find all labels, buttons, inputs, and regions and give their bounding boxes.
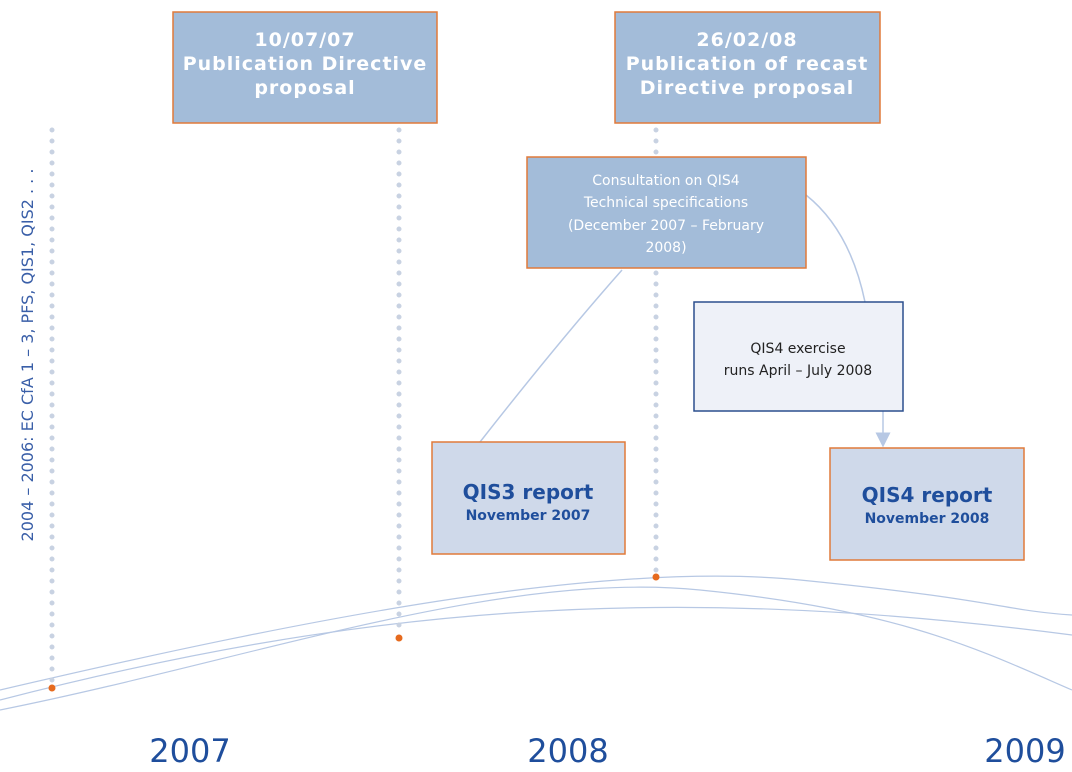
report-date: November 2008 (865, 511, 990, 527)
side-note: 2004 – 2006: EC CfA 1 – 3, PFS, QIS1, QI… (18, 169, 37, 542)
consultation-box (526, 156, 807, 269)
report-title: QIS4 report (862, 483, 993, 507)
milestone-text: proposal (254, 77, 355, 99)
milestone-date: 26/02/08 (696, 29, 797, 51)
report-box (431, 441, 626, 555)
exercise-text: QIS4 exercise (750, 341, 845, 357)
event-dots (48, 573, 660, 692)
consultation-text: Consultation on QIS4 (592, 173, 740, 189)
consultation-text: Technical specifications (583, 195, 748, 211)
year-label: 2008 (527, 732, 608, 770)
milestone-box (614, 11, 881, 124)
exercise-box (693, 301, 904, 412)
curves (0, 575, 1072, 711)
milestone-date: 10/07/07 (254, 29, 355, 51)
exercise-text: runs April – July 2008 (724, 363, 872, 379)
consultation-text: (December 2007 – February (568, 218, 764, 234)
connectors (479, 194, 891, 448)
report-title: QIS3 report (463, 480, 594, 504)
year-label: 2007 (149, 732, 230, 770)
year-label: 2009 (984, 732, 1065, 770)
report-box (829, 447, 1025, 561)
dotted-lines (49, 127, 659, 687)
consultation-text: 2008) (645, 240, 686, 256)
milestone-text: Publication Directive (183, 53, 428, 75)
milestone-text: Directive proposal (640, 77, 855, 99)
report-date: November 2007 (466, 508, 591, 524)
milestone-text: Publication of recast (626, 53, 869, 75)
milestone-box (172, 11, 438, 124)
